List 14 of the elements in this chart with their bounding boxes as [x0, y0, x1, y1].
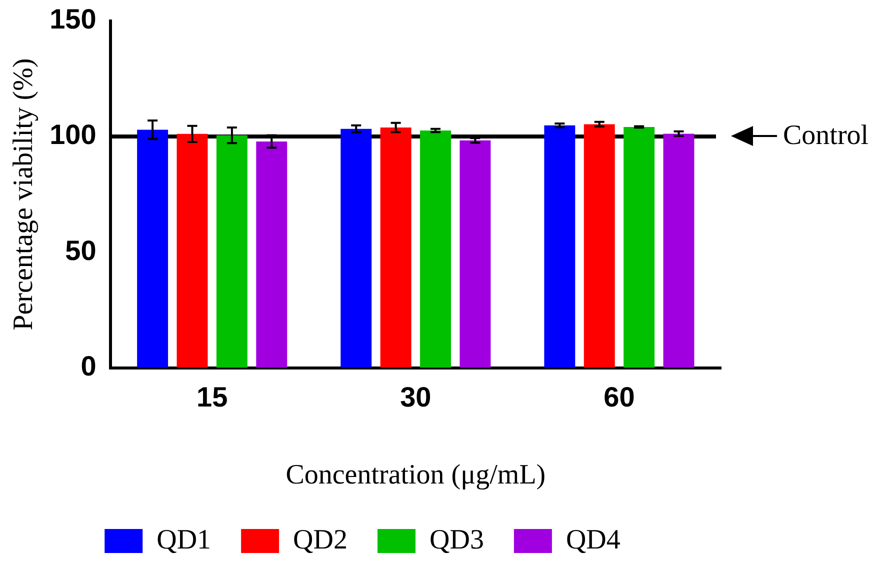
x-axis-title: Concentration (μg/mL)	[286, 460, 546, 491]
legend-label: QD4	[566, 524, 620, 556]
y-tick-label: 150	[50, 4, 96, 35]
y-tick-label: 100	[50, 119, 96, 150]
legend-label: QD3	[430, 524, 484, 556]
y-axis-title: Percentage viability (%)	[8, 58, 40, 330]
y-tick-label: 0	[80, 350, 96, 382]
legend-label: QD1	[156, 524, 212, 556]
ref-line-label: Control	[783, 120, 869, 151]
x-tick-label: 15	[196, 381, 228, 412]
y-tick-label: 50	[65, 234, 96, 266]
x-tick-label: 30	[400, 381, 432, 412]
legend-label: QD2	[293, 524, 348, 556]
x-tick-label: 60	[604, 381, 635, 412]
